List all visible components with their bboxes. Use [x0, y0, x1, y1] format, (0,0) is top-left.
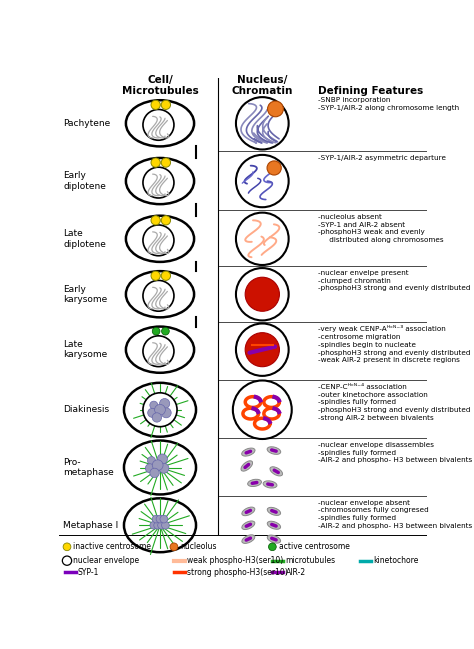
Ellipse shape [267, 521, 281, 530]
Circle shape [268, 543, 276, 550]
Text: kinetochore: kinetochore [373, 556, 419, 565]
Circle shape [152, 413, 162, 422]
Circle shape [147, 457, 155, 465]
Ellipse shape [242, 507, 255, 516]
Text: Metaphase I: Metaphase I [63, 520, 118, 530]
Ellipse shape [242, 448, 255, 456]
Text: nuclear envelope: nuclear envelope [73, 556, 139, 565]
Circle shape [236, 268, 289, 321]
Text: Late
diplotene: Late diplotene [63, 229, 106, 249]
Circle shape [162, 521, 169, 529]
Circle shape [236, 155, 289, 207]
Text: -nuclear envelpe present
-clumped chromatin
-phosphoH3 strong and evenly distrib: -nuclear envelpe present -clumped chroma… [318, 270, 471, 291]
Text: microtubules: microtubules [285, 556, 336, 565]
Circle shape [63, 556, 72, 565]
Circle shape [236, 384, 289, 436]
Text: Early
karysome: Early karysome [63, 284, 108, 304]
Circle shape [161, 408, 171, 418]
Circle shape [236, 97, 289, 149]
Circle shape [143, 167, 174, 198]
Ellipse shape [263, 481, 277, 488]
Text: -nuclear envelope absent
-chromosomes fully congresed
-spindles fully formed
-AI: -nuclear envelope absent -chromosomes fu… [318, 500, 473, 529]
Circle shape [143, 225, 174, 256]
Circle shape [151, 215, 160, 225]
Circle shape [152, 460, 163, 471]
Circle shape [161, 100, 171, 110]
Circle shape [162, 327, 169, 335]
Circle shape [143, 393, 177, 426]
Circle shape [156, 515, 164, 523]
Circle shape [267, 161, 281, 175]
Text: -nucleolus absent
-SYP-1 and AIR-2 absent
-phosphoH3 weak and evenly
     distri: -nucleolus absent -SYP-1 and AIR-2 absen… [318, 214, 444, 243]
Text: Nucleus/
Chromatin: Nucleus/ Chromatin [232, 75, 293, 96]
Text: Diakinesis: Diakinesis [63, 405, 109, 414]
Text: -very weak CENP-Aᴴᶜᴺ⁻³ association
-centrosome migration
-spindles begin to nucl: -very weak CENP-Aᴴᶜᴺ⁻³ association -cent… [318, 325, 471, 363]
Text: -SYP-1/AIR-2 asymmetric departure: -SYP-1/AIR-2 asymmetric departure [318, 155, 446, 161]
Text: SYP-1: SYP-1 [78, 568, 99, 577]
Ellipse shape [267, 508, 281, 515]
Circle shape [151, 100, 160, 110]
Ellipse shape [241, 461, 253, 471]
Text: Cell/
Microtubules: Cell/ Microtubules [122, 75, 199, 96]
Circle shape [233, 380, 292, 439]
Ellipse shape [247, 479, 262, 487]
Text: Pachytene: Pachytene [63, 119, 110, 128]
Text: -SNBP incorporation
-SYP-1/AIR-2 along chromosome length: -SNBP incorporation -SYP-1/AIR-2 along c… [318, 97, 459, 111]
Text: Pro-
metaphase: Pro- metaphase [63, 458, 114, 477]
Circle shape [236, 323, 289, 376]
Circle shape [146, 464, 155, 472]
Circle shape [154, 521, 162, 529]
Circle shape [150, 468, 159, 478]
Circle shape [161, 215, 171, 225]
Text: weak phospho-H3(ser10): weak phospho-H3(ser10) [187, 556, 283, 565]
Text: -nuclear envelope disassembles
-spindles fully formed
-AIR-2 and phospho- H3 bet: -nuclear envelope disassembles -spindles… [318, 442, 473, 463]
Text: AIR-2: AIR-2 [285, 568, 306, 577]
Circle shape [152, 327, 160, 335]
Ellipse shape [270, 467, 283, 476]
Circle shape [158, 521, 165, 529]
Text: -CENP-Cᴴᶜᴺ⁻⁴ association
-outer kinetochore association
-spindles fully formed
-: -CENP-Cᴴᶜᴺ⁻⁴ association -outer kinetoch… [318, 384, 471, 421]
Circle shape [151, 271, 160, 280]
Circle shape [245, 333, 280, 367]
Text: active centrosome: active centrosome [279, 543, 349, 551]
Circle shape [236, 213, 289, 265]
Circle shape [150, 521, 158, 529]
Circle shape [157, 454, 167, 464]
Circle shape [160, 398, 170, 409]
Circle shape [143, 280, 174, 311]
Text: nucleolus: nucleolus [180, 543, 217, 551]
Circle shape [152, 515, 160, 523]
Circle shape [245, 277, 280, 312]
Text: Early
diplotene: Early diplotene [63, 171, 106, 191]
Circle shape [148, 408, 157, 417]
Circle shape [63, 543, 71, 550]
Circle shape [160, 515, 168, 523]
Circle shape [170, 543, 178, 550]
Circle shape [159, 463, 169, 473]
Ellipse shape [242, 535, 255, 543]
Circle shape [161, 271, 171, 280]
Ellipse shape [267, 535, 281, 543]
Circle shape [151, 158, 160, 167]
Ellipse shape [242, 521, 255, 530]
Circle shape [150, 401, 158, 409]
Circle shape [143, 110, 174, 140]
Text: strong phospho-H3(ser10): strong phospho-H3(ser10) [187, 568, 288, 577]
Circle shape [161, 158, 171, 167]
Circle shape [143, 336, 174, 367]
Text: Defining Features: Defining Features [318, 86, 423, 96]
Circle shape [267, 101, 283, 117]
Text: inactive centrosome: inactive centrosome [73, 543, 151, 551]
Text: Late
karysome: Late karysome [63, 340, 108, 360]
Ellipse shape [267, 447, 281, 454]
Circle shape [155, 404, 165, 415]
